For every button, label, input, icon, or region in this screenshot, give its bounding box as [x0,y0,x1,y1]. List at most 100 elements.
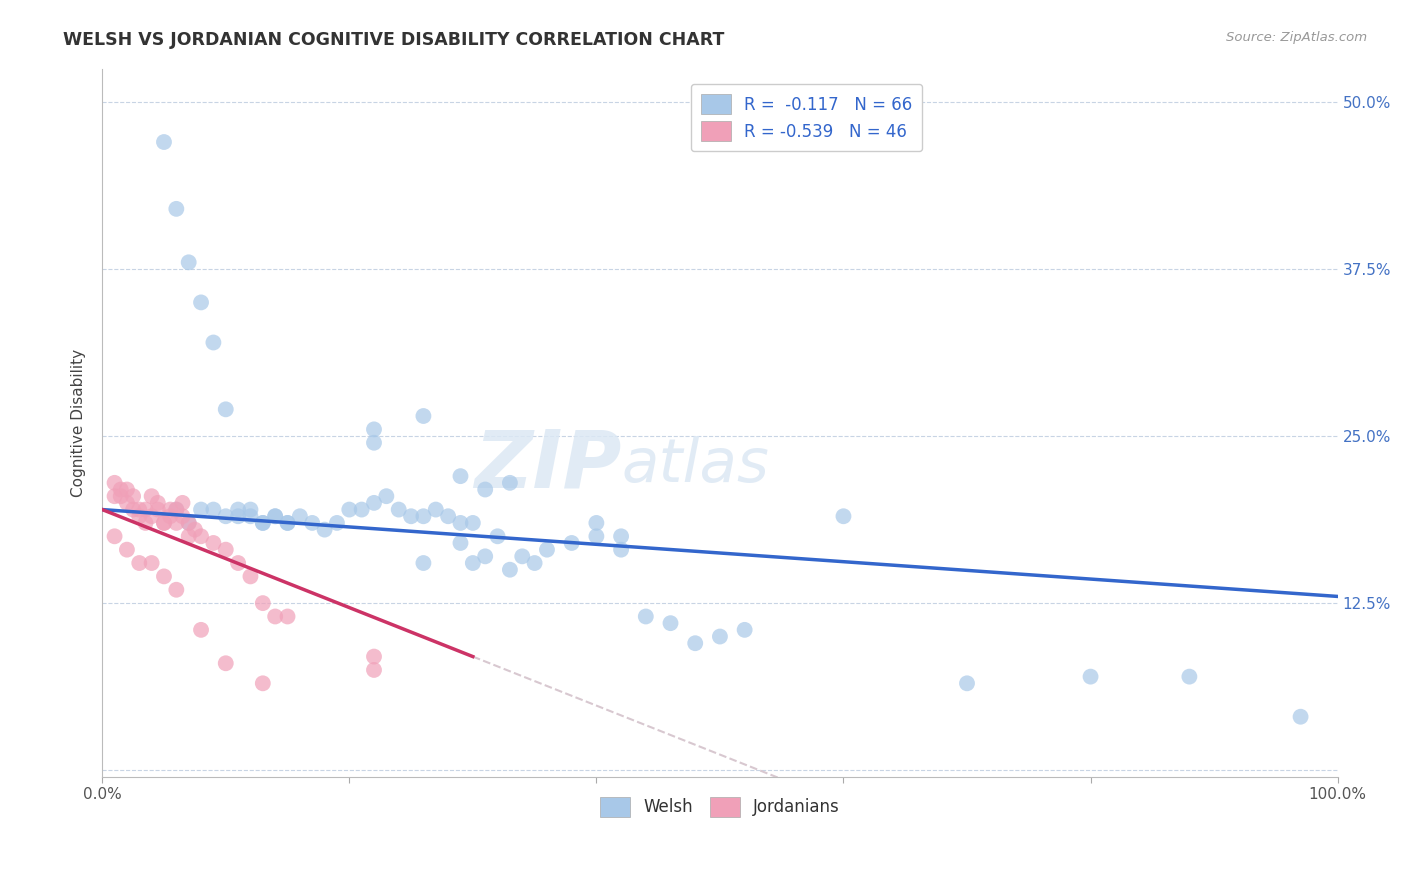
Point [276,516,298,530]
Point [474,549,496,564]
Point [388,502,411,516]
Point [709,630,731,644]
Point [141,509,163,524]
Point [252,676,274,690]
Point [610,542,633,557]
Point [301,516,323,530]
Point [177,516,200,530]
Point [153,135,176,149]
Point [523,556,546,570]
Point [659,616,682,631]
Point [350,502,373,516]
Point [239,509,262,524]
Point [165,502,187,516]
Point [115,496,138,510]
Point [734,623,756,637]
Point [153,516,176,530]
Point [115,483,138,497]
Point [128,509,150,524]
Point [474,483,496,497]
Point [128,556,150,570]
Point [437,509,460,524]
Point [177,516,200,530]
Point [610,529,633,543]
Point [252,516,274,530]
Point [202,502,225,516]
Point [202,536,225,550]
Point [159,509,181,524]
Point [486,529,509,543]
Point [1289,710,1312,724]
Point [110,483,132,497]
Point [172,496,194,510]
Point [337,502,360,516]
Point [363,663,385,677]
Point [184,523,207,537]
Point [122,502,145,516]
Point [110,489,132,503]
Point [165,202,187,216]
Point [239,502,262,516]
Point [461,516,484,530]
Text: Source: ZipAtlas.com: Source: ZipAtlas.com [1226,31,1367,45]
Point [172,509,194,524]
Point [215,509,238,524]
Point [585,516,607,530]
Point [103,489,125,503]
Point [177,529,200,543]
Y-axis label: Cognitive Disability: Cognitive Disability [72,349,86,497]
Point [461,556,484,570]
Point [122,489,145,503]
Text: ZIP: ZIP [474,426,621,504]
Point [363,496,385,510]
Point [226,509,249,524]
Point [585,529,607,543]
Point [141,556,163,570]
Point [141,489,163,503]
Point [634,609,657,624]
Point [956,676,979,690]
Text: atlas: atlas [621,435,769,495]
Point [264,609,287,624]
Legend: Welsh, Jordanians: Welsh, Jordanians [592,789,848,825]
Point [146,496,169,510]
Point [363,435,385,450]
Point [159,502,181,516]
Point [276,609,298,624]
Point [499,475,522,490]
Point [190,502,212,516]
Point [561,536,583,550]
Point [103,475,125,490]
Point [226,556,249,570]
Point [412,409,434,423]
Point [190,529,212,543]
Point [412,509,434,524]
Point [326,516,349,530]
Point [103,529,125,543]
Point [510,549,533,564]
Point [252,596,274,610]
Point [165,502,187,516]
Point [128,502,150,516]
Point [499,563,522,577]
Point [399,509,422,524]
Point [239,569,262,583]
Point [1080,670,1102,684]
Point [264,509,287,524]
Point [375,489,398,503]
Text: WELSH VS JORDANIAN COGNITIVE DISABILITY CORRELATION CHART: WELSH VS JORDANIAN COGNITIVE DISABILITY … [63,31,724,49]
Point [202,335,225,350]
Point [153,569,176,583]
Point [165,582,187,597]
Point [314,523,336,537]
Point [412,556,434,570]
Point [190,295,212,310]
Point [165,516,187,530]
Point [215,402,238,417]
Point [190,623,212,637]
Point [450,469,472,483]
Point [288,509,311,524]
Point [264,509,287,524]
Point [1178,670,1201,684]
Point [276,516,298,530]
